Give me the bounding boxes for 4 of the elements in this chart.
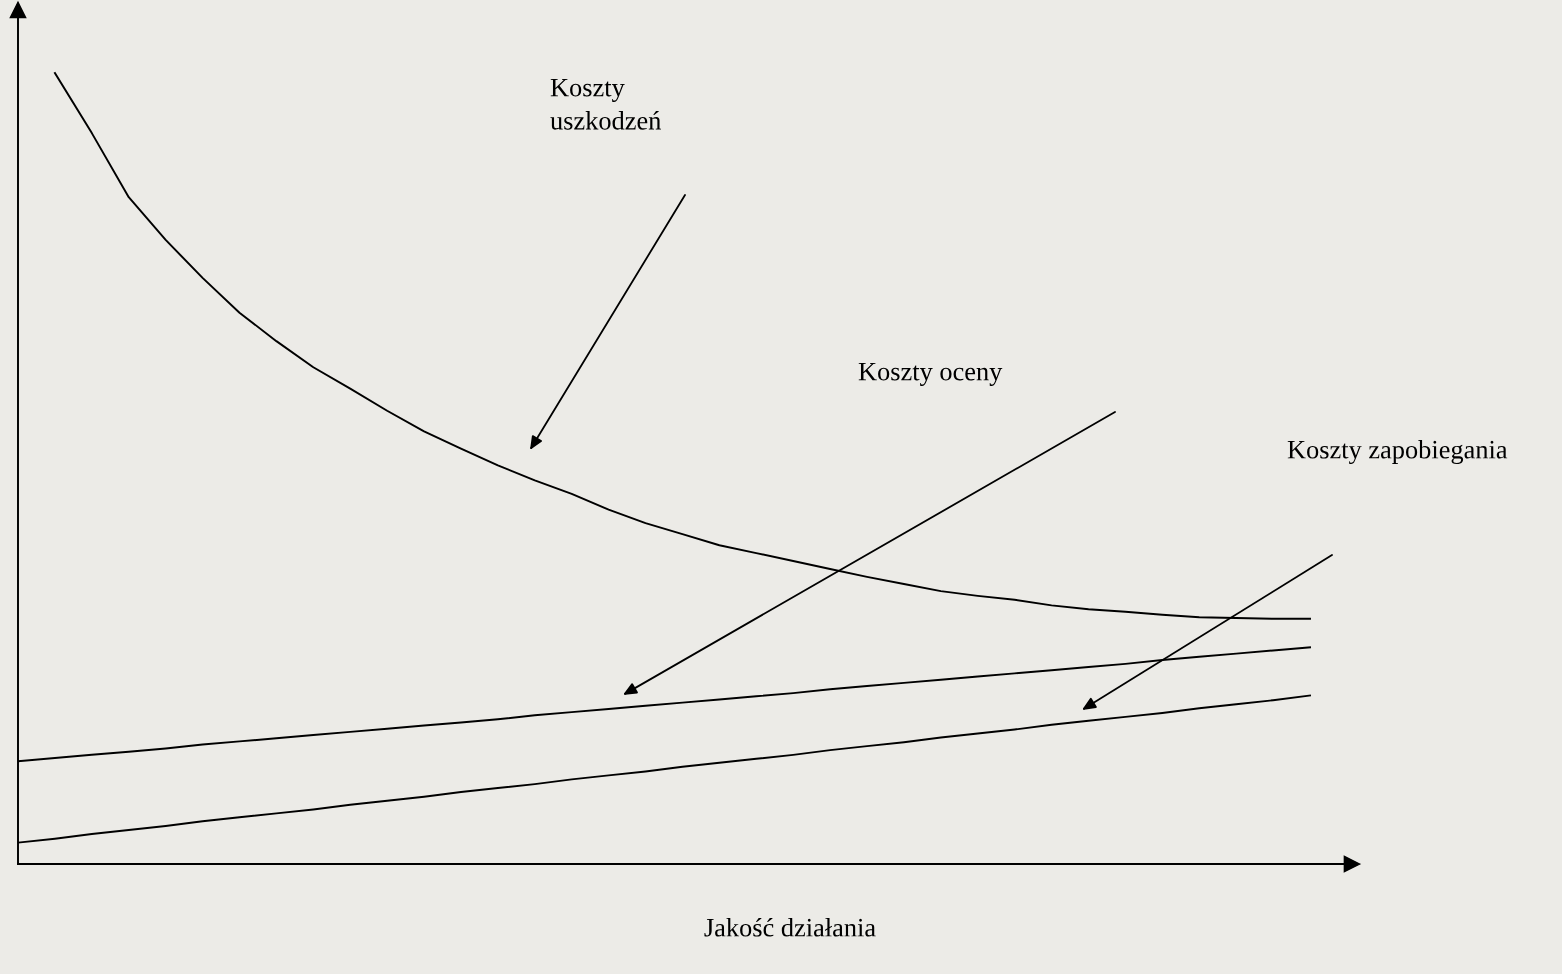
annotation: Koszty uszkodzeń [550,78,661,130]
annotation: Koszty zapobiegania [1287,440,1508,465]
x-axis-title: Jakość działania [704,918,876,937]
annotation: Koszty oceny [858,362,1003,386]
